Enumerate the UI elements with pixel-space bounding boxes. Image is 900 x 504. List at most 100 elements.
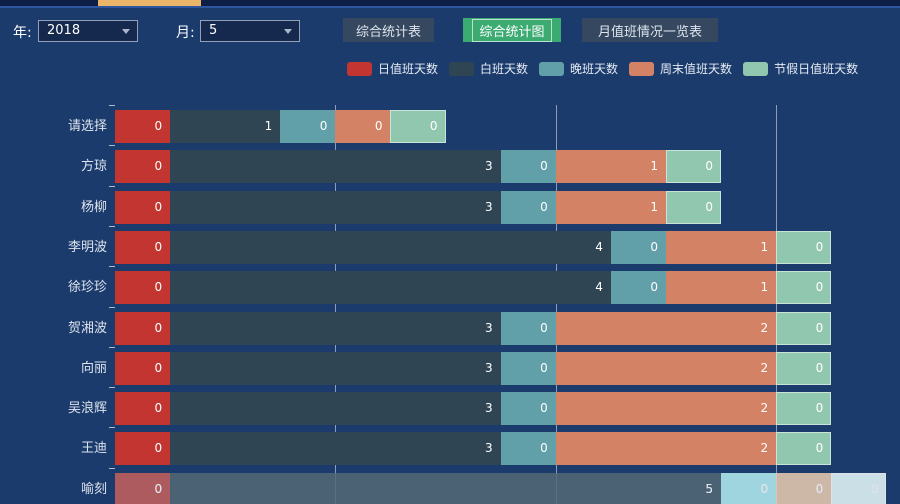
bar-segment[interactable]: 0	[610, 271, 666, 305]
bar-value-label: 1	[650, 199, 658, 214]
monthly-duty-overview-button[interactable]: 月值班情况一览表	[582, 18, 718, 42]
bar-segment[interactable]: 0	[280, 110, 336, 143]
bar-segment[interactable]: 0	[665, 190, 722, 224]
bar-value-label: 0	[540, 401, 548, 416]
bar-segment[interactable]: 4	[170, 271, 611, 305]
bar-segment[interactable]: 1	[555, 190, 666, 224]
bar-segment[interactable]: 0	[500, 351, 556, 385]
y-axis-tick	[109, 145, 115, 147]
legend-item-3[interactable]: 周末值班天数	[629, 60, 732, 77]
bar-value-label: 0	[154, 481, 163, 496]
bar-value-label: 3	[485, 441, 493, 456]
bar-segment[interactable]: 0	[831, 472, 887, 504]
bar-segment[interactable]: 0	[115, 432, 171, 466]
legend-item-2[interactable]: 晚班天数	[539, 60, 618, 77]
bar-segment[interactable]: 0	[500, 150, 556, 184]
bar-value-label: 0	[815, 239, 824, 254]
month-select[interactable]: 5	[200, 20, 300, 42]
bar-value-label: 0	[154, 159, 163, 174]
bar-segment[interactable]: 0	[776, 271, 832, 305]
y-axis-tick	[109, 185, 115, 187]
y-axis-tick	[109, 225, 115, 227]
bar-segment[interactable]: 3	[170, 190, 501, 224]
bar-value-label: 0	[540, 199, 548, 214]
bar-segment[interactable]: 0	[610, 230, 666, 264]
bar-segment[interactable]: 2	[555, 351, 777, 385]
bar-value-label: 3	[485, 159, 493, 174]
bar-segment[interactable]: 0	[721, 472, 777, 504]
bar-segment[interactable]: 0	[776, 311, 832, 345]
bar-segment[interactable]: 1	[665, 230, 777, 264]
bar-value-label: 0	[540, 360, 548, 375]
bar-segment[interactable]: 3	[170, 432, 501, 466]
bar-segment[interactable]: 0	[335, 110, 391, 143]
summary-table-button[interactable]: 综合统计表	[343, 18, 434, 42]
bar-segment[interactable]: 0	[115, 351, 171, 385]
legend-item-4[interactable]: 节假日值班天数	[743, 60, 858, 77]
bar-segment[interactable]: 2	[555, 311, 777, 345]
bar-segment[interactable]: 1	[665, 271, 777, 305]
legend-item-1[interactable]: 白班天数	[449, 60, 528, 77]
bar-value-label: 3	[485, 360, 493, 375]
bar-segment[interactable]: 0	[665, 150, 722, 184]
bar-value-label: 0	[154, 401, 163, 416]
bar-segment[interactable]: 3	[170, 311, 501, 345]
legend-item-label: 节假日值班天数	[774, 62, 859, 76]
bar-segment[interactable]: 3	[170, 392, 501, 426]
bar-value-label: 1	[650, 159, 658, 174]
bar-value-label: 0	[540, 320, 548, 335]
bar-segment[interactable]: 5	[170, 472, 722, 504]
bar-segment[interactable]: 0	[776, 472, 832, 504]
bar-segment[interactable]: 0	[115, 472, 171, 504]
bar-segment[interactable]: 0	[500, 311, 556, 345]
bar-segment[interactable]: 1	[555, 150, 666, 184]
bar-value-label: 5	[705, 481, 714, 496]
bar-segment[interactable]: 0	[776, 432, 832, 466]
y-axis-tick	[109, 346, 115, 348]
bar-value-label: 0	[870, 481, 879, 496]
category-label: 贺湘波	[67, 320, 107, 336]
bar-segment[interactable]: 0	[776, 230, 832, 264]
legend-item-0[interactable]: 日值班天数	[347, 60, 438, 77]
bar-row: 0 1 0 0 0	[115, 110, 446, 143]
bar-segment[interactable]: 0	[115, 271, 171, 305]
bar-segment[interactable]: 3	[170, 150, 501, 184]
bar-row: 0 5 0 0 0	[115, 472, 887, 504]
year-select[interactable]: 2018	[38, 20, 138, 42]
bar-value-label: 0	[319, 119, 328, 133]
bar-segment[interactable]: 0	[115, 392, 171, 426]
bar-segment[interactable]: 0	[115, 150, 171, 184]
bar-segment[interactable]: 0	[500, 432, 556, 466]
y-axis-tick	[109, 266, 115, 268]
bar-segment[interactable]: 0	[115, 190, 171, 224]
bar-value-label: 0	[815, 320, 824, 335]
legend-swatch-icon	[449, 61, 475, 76]
bar-value-label: 0	[815, 360, 824, 375]
bar-segment[interactable]: 0	[500, 190, 556, 224]
category-label: 请选择	[67, 119, 107, 134]
chart-gridline	[335, 105, 337, 504]
chevron-down-icon	[284, 29, 292, 34]
bar-segment[interactable]: 0	[776, 392, 832, 426]
bar-row: 0 3 0 1 0	[115, 150, 722, 184]
bar-value-label: 0	[705, 199, 714, 214]
bar-value-label: 0	[154, 119, 163, 133]
bar-segment[interactable]: 0	[115, 311, 171, 345]
bar-segment[interactable]: 1	[170, 110, 281, 143]
bar-segment[interactable]: 4	[170, 230, 611, 264]
bar-row: 0 4 0 1 0	[115, 271, 832, 305]
bar-segment[interactable]: 3	[170, 351, 501, 385]
bar-segment[interactable]: 0	[115, 230, 171, 264]
summary-chart-button[interactable]: 综合统计图	[463, 18, 561, 42]
bar-value-label: 0	[154, 320, 163, 335]
bar-segment[interactable]: 0	[776, 351, 832, 385]
bar-segment[interactable]: 0	[115, 110, 171, 143]
y-axis-tick	[109, 467, 115, 469]
bar-segment[interactable]: 2	[555, 432, 777, 466]
category-label: 吴浪辉	[67, 401, 107, 417]
bar-segment[interactable]: 0	[500, 392, 556, 426]
bar-segment[interactable]: 0	[390, 110, 446, 143]
bar-segment[interactable]: 2	[555, 392, 777, 426]
